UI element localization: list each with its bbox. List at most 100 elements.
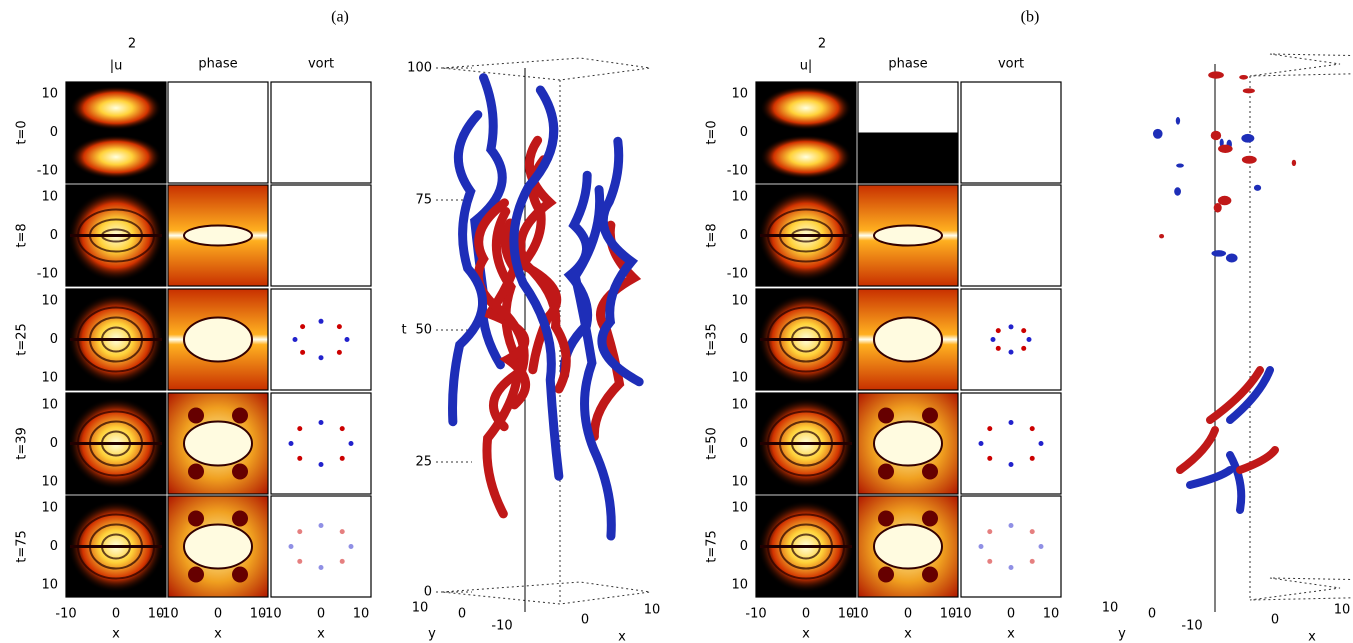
cell-frame — [65, 288, 167, 391]
y-tick-label: 0 — [740, 539, 748, 554]
x-tick-label: 0 — [904, 607, 912, 622]
phase-core — [183, 316, 253, 363]
vortex-fragment — [1174, 187, 1181, 196]
vortex — [990, 337, 996, 342]
vortex-fragment — [1211, 250, 1227, 257]
column-header: phase — [888, 57, 927, 72]
vortex — [318, 565, 324, 570]
lobe — [760, 86, 852, 130]
vortex — [987, 426, 993, 432]
vortex-tube — [1176, 426, 1219, 474]
vortex-fragment — [1218, 144, 1233, 153]
cell-frame — [270, 288, 372, 391]
y-axis-label-3d: y — [428, 627, 436, 642]
phase-image — [858, 393, 958, 494]
t-axis-label: t — [401, 323, 406, 338]
x-tick-label: 0 — [802, 607, 810, 622]
vortex — [288, 544, 294, 549]
vortex — [339, 529, 345, 535]
phase-core — [873, 523, 943, 570]
vortex-tube — [1206, 366, 1264, 424]
vortex-tube — [1186, 466, 1234, 489]
x-tick-label: 0 — [214, 607, 222, 622]
phase-spot — [878, 510, 894, 527]
vortex-tube — [570, 185, 616, 541]
vortex — [339, 558, 345, 564]
y-tick-label: 10 — [731, 501, 748, 516]
vortex — [318, 355, 324, 361]
column-header: phase — [198, 57, 237, 72]
x-axis-label: x — [112, 627, 120, 642]
y-tick-label: 10 — [731, 398, 748, 413]
density-image — [756, 289, 856, 390]
vortex — [297, 426, 303, 432]
cell-frame — [270, 184, 372, 287]
density-image — [66, 289, 166, 390]
row-label: t=0 — [15, 120, 30, 144]
vorticity-image — [961, 289, 1061, 390]
column-header: |u — [110, 59, 123, 74]
vortex-tube — [473, 198, 529, 432]
t-tick-label: 75 — [415, 193, 432, 208]
y-tick-label: 10 — [731, 475, 748, 490]
panel-label: (a) — [331, 9, 349, 26]
plot-3d — [436, 57, 651, 612]
phase-core — [183, 523, 253, 570]
vortex — [1008, 523, 1014, 528]
phase-image — [168, 185, 268, 286]
cell-bg — [961, 82, 1061, 183]
x-axis-label: x — [802, 627, 810, 642]
y-tick-label: 0 — [50, 125, 58, 140]
cell-frame — [167, 288, 269, 391]
column-header: vort — [308, 57, 334, 72]
vortex — [297, 558, 303, 564]
phase-spot — [878, 463, 894, 480]
cell-bg — [168, 82, 268, 183]
x-tick-label: 10 — [838, 607, 855, 622]
phase-spot — [878, 566, 894, 583]
phase-spot — [188, 566, 204, 583]
density-image — [66, 496, 166, 597]
vortex — [336, 349, 342, 355]
cell-frame — [857, 184, 959, 287]
x-tick-label: 10 — [148, 607, 165, 622]
x-axis-label: x — [1007, 627, 1015, 642]
cell-frame — [65, 392, 167, 495]
phase-spot — [232, 566, 248, 583]
y-tick-label: 10 — [731, 190, 748, 205]
phase-core — [873, 420, 943, 467]
vorticity-image — [961, 393, 1061, 494]
vortex — [300, 324, 306, 330]
t-tick-label: 0 — [424, 585, 432, 600]
vorticity-image — [961, 82, 1061, 183]
phase-image — [858, 289, 958, 390]
density-image — [66, 82, 166, 183]
cell-bg — [961, 393, 1061, 494]
cell-bg — [271, 185, 371, 286]
vortex — [987, 558, 993, 564]
cell-frame — [65, 184, 167, 287]
x-tick-label: 10 — [940, 607, 957, 622]
y-tick-label: 10 — [41, 398, 58, 413]
vortex-fragment — [1241, 155, 1257, 164]
vortex-fragment — [1242, 88, 1255, 94]
y-tick-label-3d: 10 — [1102, 601, 1119, 616]
vortex-tube — [559, 170, 593, 380]
cell-frame — [167, 81, 269, 184]
cell-bg — [271, 496, 371, 597]
cell-bg — [271, 289, 371, 390]
y-tick-label: -10 — [37, 164, 58, 179]
x-tick-label: -10 — [950, 607, 971, 622]
vortex-tube — [509, 85, 564, 481]
row-label: t=8 — [15, 223, 30, 247]
vortex-fragment — [1208, 71, 1224, 79]
x-tick-label-3d: 0 — [1271, 613, 1279, 628]
row-label: t=75 — [705, 530, 720, 563]
x-axis-label-3d: x — [1308, 630, 1316, 643]
vorticity-image — [271, 82, 371, 183]
cell-bg — [961, 289, 1061, 390]
column-header: u| — [800, 59, 813, 74]
y-tick-label: -10 — [37, 267, 58, 282]
y-tick-label: 10 — [731, 87, 748, 102]
